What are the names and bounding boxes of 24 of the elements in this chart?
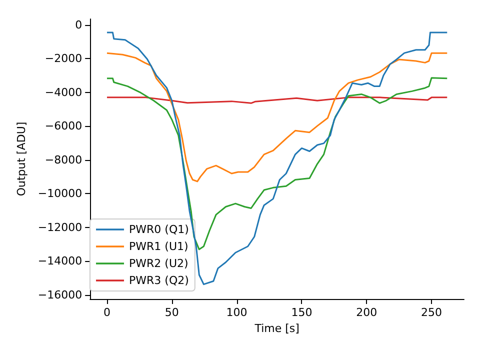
y-tick-label: −2000 [44,52,82,66]
y-tick-label: 0 [75,18,82,32]
x-tick-label: 150 [291,306,312,319]
y-tick-label: −6000 [44,120,82,133]
x-axis-title: Time [s] [254,322,300,335]
y-axis-title: Output [ADU] [15,122,28,196]
line-series [106,52,448,182]
x-tick-label: 0 [103,306,110,319]
y-tick-label: −4000 [44,86,82,99]
line-series [106,32,448,286]
x-tick-label: 50 [164,306,179,319]
line-series [106,77,448,250]
legend-label: PWR2 (U2) [129,257,188,270]
y-tick-label: −12000 [38,220,82,234]
legend-label: PWR3 (Q2) [129,274,189,287]
legend-label: PWR0 (Q1) [129,223,189,236]
y-tick-label: −14000 [38,254,82,268]
x-tick-label: 250 [421,306,442,319]
x-tick-label: 100 [226,306,248,319]
y-tick-label: −8000 [44,153,82,166]
x-tick-label: 200 [356,306,378,319]
y-tick-label: −16000 [38,288,82,302]
legend-label: PWR1 (U1) [129,240,188,253]
y-tick-label: −10000 [38,187,82,200]
